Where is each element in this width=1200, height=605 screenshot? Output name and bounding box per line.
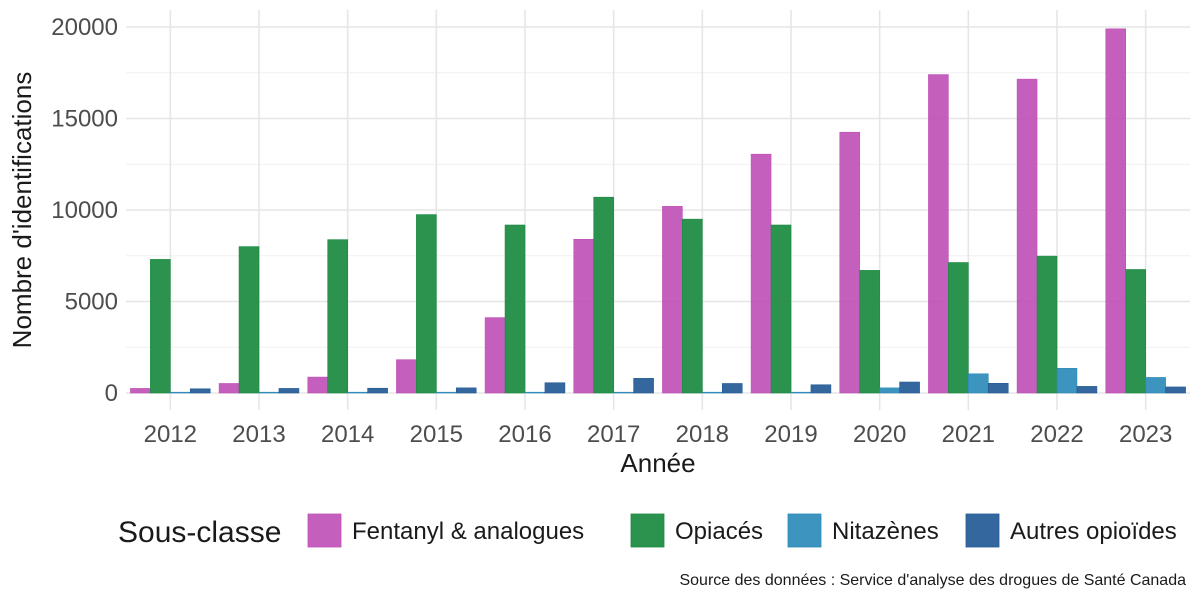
x-tick-label: 2013 <box>232 421 285 448</box>
legend-title: Sous-classe <box>118 516 281 549</box>
x-tick-labels: 2012 2013 2014 2015 2016 2017 2018 2019 2020 2021… <box>144 421 1173 448</box>
legend-label-fentanyl-analogues: Fentanyl & analogues <box>352 518 584 545</box>
bar-autres-opioides-2019 <box>810 384 832 394</box>
x-tick-label: 2014 <box>321 421 374 448</box>
bar-nitazenes-2013 <box>258 391 280 394</box>
bar-fentanyl-analogues-2022 <box>1016 78 1038 394</box>
bar-nitazenes-2022 <box>1056 367 1078 394</box>
bar-autres-opioides-2014 <box>367 387 388 394</box>
bar-fentanyl-analogues-2017 <box>573 238 595 394</box>
bar-autres-opioides-2013 <box>278 388 300 394</box>
bar-autres-opioides-2023 <box>1165 386 1186 394</box>
data-source-caption: Source des données : Service d'analyse d… <box>679 572 1186 589</box>
bar-opiaces-2023 <box>1125 269 1146 394</box>
legend-label-autres-opioides: Autres opioïdes <box>1010 518 1177 545</box>
bar-fentanyl-analogues-2014 <box>307 376 329 394</box>
bar-nitazenes-2018 <box>702 391 723 394</box>
x-tick-label: 2022 <box>1030 421 1083 448</box>
bar-fentanyl-analogues-2016 <box>484 317 506 394</box>
bar-fentanyl-analogues-2019 <box>750 153 772 394</box>
x-tick-label: 2012 <box>144 421 197 448</box>
y-tick-label: 20000 <box>51 14 118 41</box>
bar-autres-opioides-2017 <box>633 378 654 394</box>
x-tick-label: 2023 <box>1119 421 1172 448</box>
y-tick-label: 0 <box>105 380 118 407</box>
bar-fentanyl-analogues-2013 <box>218 383 240 394</box>
bar-nitazenes-2012 <box>170 391 191 394</box>
y-tick-label: 10000 <box>51 197 118 224</box>
bar-opiaces-2013 <box>238 246 260 394</box>
bar-fentanyl-analogues-2020 <box>839 131 861 394</box>
bar-opiaces-2012 <box>150 259 171 394</box>
x-tick-label: 2018 <box>676 421 729 448</box>
x-tick-label: 2015 <box>410 421 463 448</box>
bar-opiaces-2018 <box>682 218 703 394</box>
y-axis-title: Nombre d'identifications <box>7 72 37 349</box>
y-tick-label: 5000 <box>65 289 118 316</box>
bar-autres-opioides-2020 <box>899 381 920 394</box>
bar-opiaces-2015 <box>416 214 437 394</box>
bar-opiaces-2019 <box>770 224 792 394</box>
bar-opiaces-2017 <box>593 196 614 394</box>
legend-key-opiaces <box>630 513 665 548</box>
bar-autres-opioides-2015 <box>455 387 477 394</box>
x-tick-label: 2021 <box>942 421 995 448</box>
bar-nitazenes-2016 <box>524 391 546 394</box>
legend-key-nitazenes <box>787 513 822 548</box>
bar-nitazenes-2023 <box>1145 377 1166 394</box>
legend-key-fentanyl-analogues <box>307 513 342 548</box>
bar-fentanyl-analogues-2018 <box>662 206 683 394</box>
bar-opiaces-2020 <box>859 270 880 394</box>
bar-opiaces-2014 <box>327 239 348 394</box>
legend-label-nitazenes: Nitazènes <box>832 518 939 545</box>
bar-opiaces-2021 <box>948 262 969 394</box>
bar-nitazenes-2015 <box>436 391 457 394</box>
bar-nitazenes-2021 <box>968 373 989 394</box>
x-tick-label: 2016 <box>498 421 551 448</box>
bar-fentanyl-analogues-2021 <box>928 74 949 394</box>
bar-nitazenes-2019 <box>790 391 812 394</box>
bar-opiaces-2022 <box>1036 255 1058 394</box>
y-tick-labels: 0 5000 10000 15000 20000 <box>51 14 118 407</box>
bar-autres-opioides-2016 <box>544 382 566 394</box>
bars-layer <box>130 28 1186 394</box>
bar-autres-opioides-2022 <box>1076 386 1098 394</box>
legend-key-autres-opioides <box>965 513 1000 548</box>
legend: Sous-classe Fentanyl & analogues Opiacés N… <box>118 513 1177 549</box>
bar-fentanyl-analogues-2012 <box>130 388 151 394</box>
x-tick-label: 2019 <box>764 421 817 448</box>
bar-autres-opioides-2012 <box>189 388 211 394</box>
bar-autres-opioides-2018 <box>721 383 743 394</box>
bar-nitazenes-2017 <box>613 391 634 394</box>
bar-opiaces-2016 <box>504 224 526 394</box>
y-tick-label: 15000 <box>51 106 118 133</box>
bar-fentanyl-analogues-2023 <box>1105 28 1127 394</box>
legend-label-opiaces: Opiacés <box>675 518 763 545</box>
bar-nitazenes-2020 <box>879 387 900 394</box>
x-tick-label: 2017 <box>587 421 640 448</box>
x-tick-label: 2020 <box>853 421 906 448</box>
x-axis-title: Année <box>620 448 695 478</box>
bar-nitazenes-2014 <box>347 391 368 394</box>
bar-autres-opioides-2021 <box>987 382 1009 394</box>
bar-fentanyl-analogues-2015 <box>396 359 417 394</box>
